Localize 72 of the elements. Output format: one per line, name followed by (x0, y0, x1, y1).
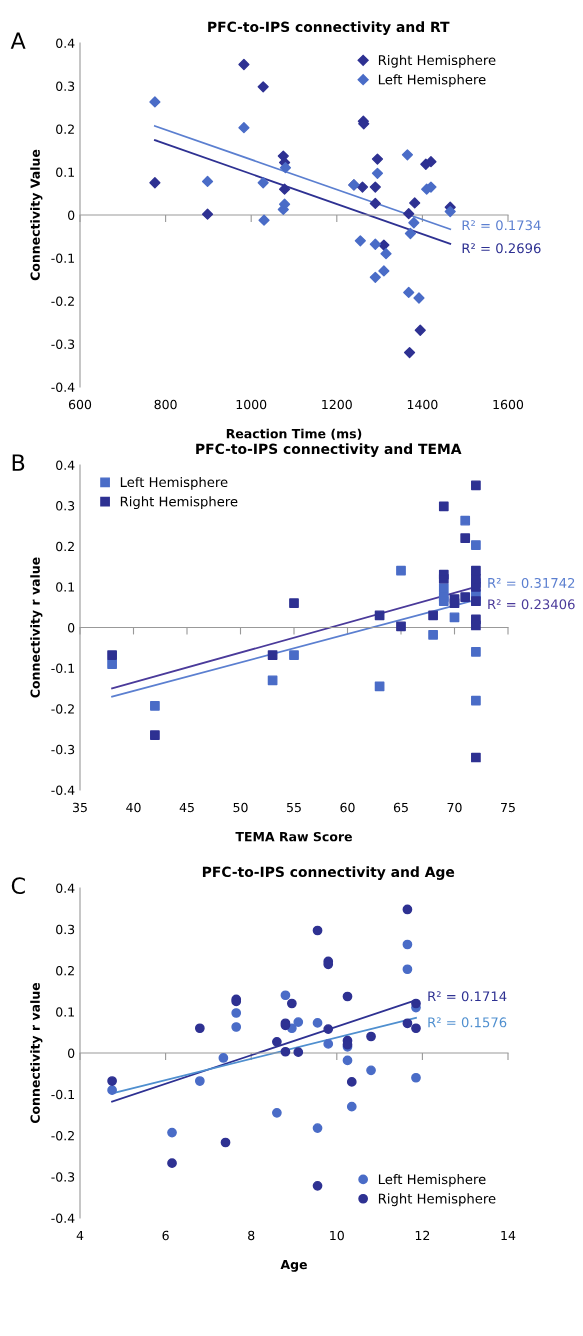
text: A (10, 32, 26, 49)
legend-label: Right Hemisphere (378, 1193, 496, 1207)
y-tick-label: -0.2 (51, 296, 74, 306)
y-tick-label: -0.1 (51, 663, 74, 674)
x-tick-label: 8 (248, 1230, 255, 1241)
legend-label: Left Hemisphere (378, 74, 486, 88)
y-axis-title: Connectivity Value (30, 149, 43, 281)
y-tick-label: 0.1 (56, 1007, 74, 1017)
x-tick-label: 65 (393, 802, 408, 813)
chart-title: PFC-to-IPS connectivity and TEMA (196, 443, 462, 457)
legend-label: Right Hemisphere (378, 54, 496, 68)
annotation: R² = 0.1576 (428, 1017, 507, 1028)
annotation: R² = 0.2696 (462, 243, 541, 254)
x-tick-label: 70 (447, 802, 462, 813)
x-tick-label: 1200 (322, 399, 352, 410)
text: C (11, 877, 25, 895)
x-tick-label: 4 (76, 1230, 84, 1240)
x-tick-label: 35 (73, 802, 87, 813)
annotation: R² = 0.23406 (488, 599, 575, 610)
annotation: R² = 0.31742 (488, 577, 575, 588)
y-tick-label: -0.2 (51, 1130, 74, 1141)
y-tick-label: 0 (68, 210, 75, 220)
annotation: R² = 0.1734 (462, 220, 541, 231)
x-axis-title: Age (280, 1259, 307, 1272)
y-tick-label: 0.3 (56, 924, 75, 935)
y-tick-label: 0.3 (56, 81, 75, 91)
x-tick-label: 55 (287, 802, 301, 813)
x-tick-label: 1000 (236, 399, 267, 410)
annotation: R² = 0.1714 (428, 991, 507, 1002)
y-tick-label: 0.1 (56, 167, 74, 177)
y-tick-label: -0.1 (51, 253, 74, 263)
x-tick-label: 1600 (493, 399, 524, 410)
y-tick-label: 0.4 (56, 883, 75, 893)
x-tick-label: 800 (154, 399, 177, 410)
y-tick-label: -0.3 (51, 339, 75, 349)
y-tick-label: 0 (68, 622, 75, 633)
y-tick-label: 0.4 (56, 38, 75, 48)
chart-title: PFC-to-IPS connectivity and RT (208, 21, 450, 35)
x-tick-label: 50 (233, 802, 248, 813)
y-tick-label: -0.3 (51, 744, 75, 755)
text: B (12, 454, 25, 471)
y-tick-label: -0.4 (51, 1213, 75, 1223)
y-tick-label: -0.1 (51, 1089, 74, 1100)
y-tick-label: -0.4 (51, 382, 75, 392)
x-axis-title: TEMA Raw Score (235, 831, 352, 842)
x-tick-label: 12 (415, 1230, 430, 1240)
y-tick-label: 0 (68, 1048, 75, 1058)
x-tick-label: 45 (179, 802, 194, 813)
x-tick-label: 6 (162, 1230, 169, 1241)
x-tick-label: 600 (68, 399, 92, 410)
x-tick-label: 14 (501, 1230, 516, 1240)
x-tick-label: 75 (501, 802, 515, 813)
legend-label: Left Hemisphere (378, 1173, 486, 1187)
legend-label: Left Hemisphere (120, 476, 228, 490)
y-tick-label: 0.3 (56, 501, 75, 511)
y-axis-title: Connectivity r value (30, 982, 43, 1124)
y-tick-label: -0.4 (51, 785, 75, 795)
x-tick-label: 1400 (407, 399, 438, 410)
x-tick-label: 60 (340, 802, 355, 813)
y-tick-label: 0.1 (56, 582, 74, 592)
y-tick-label: 0.2 (56, 541, 74, 552)
x-axis-title: Reaction Time (ms) (226, 428, 362, 440)
y-tick-label: -0.3 (51, 1172, 75, 1182)
y-tick-label: 0.4 (56, 460, 75, 470)
y-axis-title: Connectivity r value (30, 557, 43, 698)
chart-title: PFC-to-IPS connectivity and Age (202, 866, 455, 880)
x-tick-label: 40 (126, 802, 141, 813)
y-tick-label: 0.2 (56, 965, 74, 976)
y-tick-label: 0.2 (56, 124, 74, 134)
legend-label: Right Hemisphere (120, 496, 238, 510)
x-tick-label: 10 (330, 1230, 344, 1241)
y-tick-label: -0.2 (51, 704, 74, 714)
